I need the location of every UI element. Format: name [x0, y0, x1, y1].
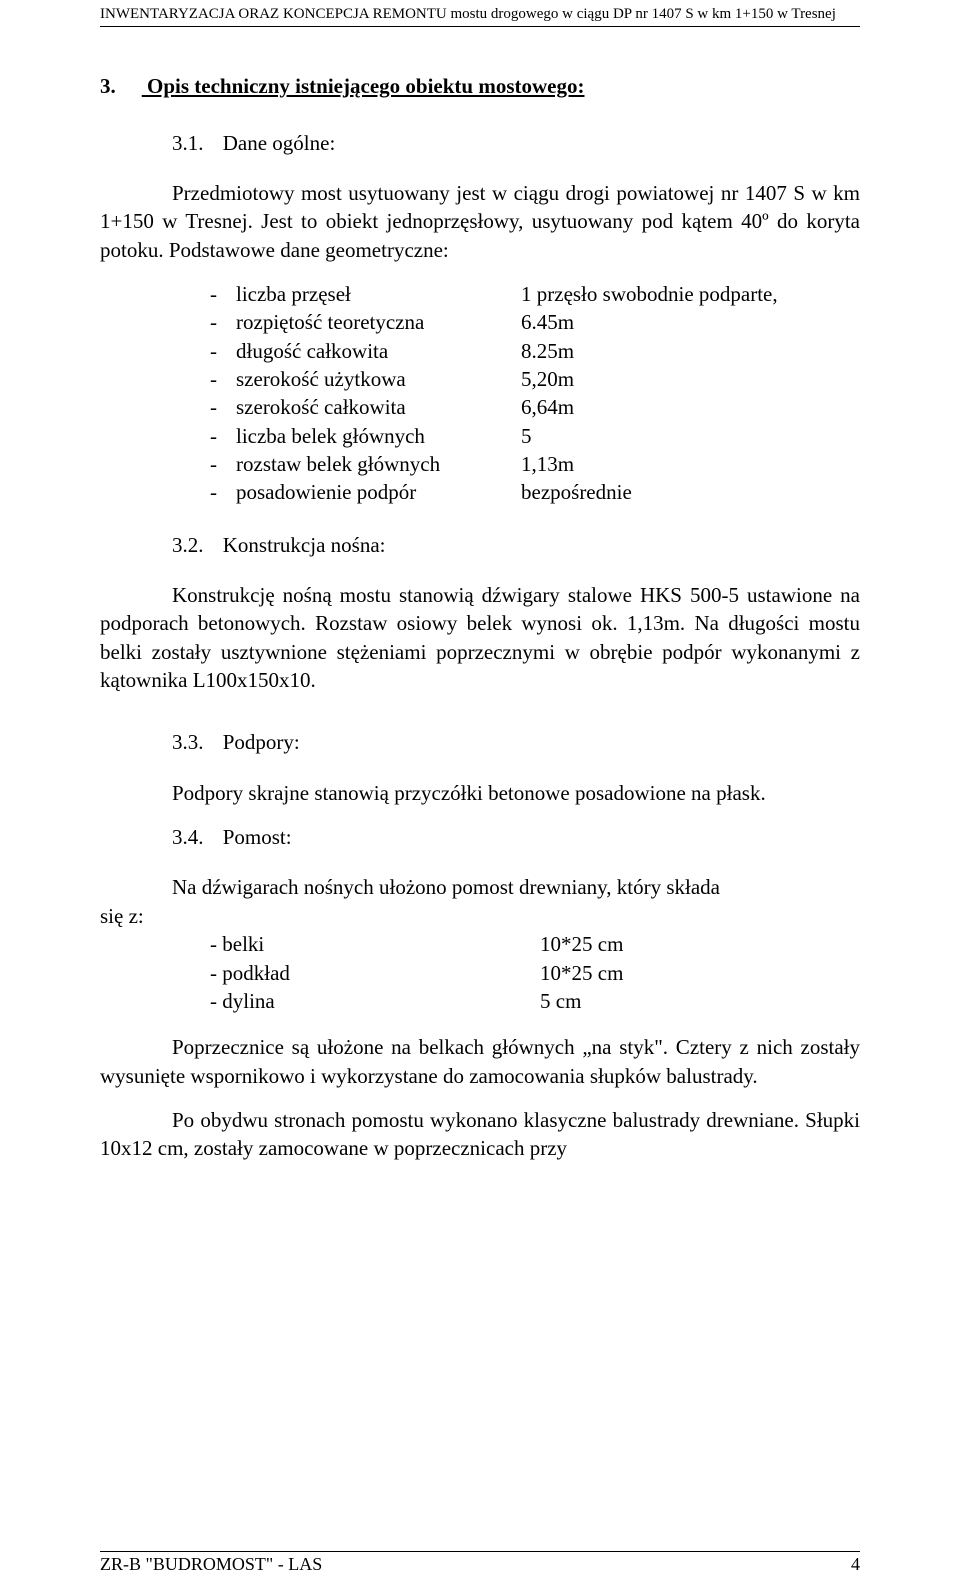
subsection-3-2-title: Konstrukcja nośna: — [223, 533, 386, 557]
geometry-value: bezpośrednie — [521, 478, 632, 506]
geometry-label: liczba przęseł — [236, 280, 521, 308]
list-dash: - — [210, 450, 236, 478]
pomost-label: - belki — [210, 930, 540, 958]
subsection-3-1-paragraph: Przedmiotowy most usytuowany jest w ciąg… — [100, 179, 860, 264]
geometry-label: posadowienie podpór — [236, 478, 521, 506]
subsection-3-4-title: Pomost: — [223, 825, 292, 849]
geometry-item: -długość całkowita8.25m — [210, 337, 860, 365]
subsection-3-3-heading: 3.3. Podpory: — [172, 728, 860, 756]
pomost-value: 5 cm — [540, 987, 581, 1015]
geometry-label: szerokość całkowita — [236, 393, 521, 421]
geometry-label: rozpiętość teoretyczna — [236, 308, 521, 336]
list-dash: - — [210, 422, 236, 450]
pomost-item: - belki10*25 cm — [210, 930, 860, 958]
geometry-label: rozstaw belek głównych — [236, 450, 521, 478]
subsection-3-3-paragraph: Podpory skrajne stanowią przyczółki beto… — [100, 779, 860, 807]
subsection-3-2-number: 3.2. — [172, 531, 204, 559]
subsection-3-4-intro-line2: się z: — [100, 902, 860, 930]
geometry-value: 6.45m — [521, 308, 574, 336]
geometry-item: -posadowienie podpórbezpośrednie — [210, 478, 860, 506]
geometry-item: -szerokość całkowita6,64m — [210, 393, 860, 421]
pomost-item: - podkład10*25 cm — [210, 959, 860, 987]
page-footer: ZR-B "BUDROMOST" - LAS 4 — [100, 1551, 860, 1576]
subsection-3-3-number: 3.3. — [172, 728, 204, 756]
pomost-label: - dylina — [210, 987, 540, 1015]
geometry-item: -rozpiętość teoretyczna6.45m — [210, 308, 860, 336]
subsection-3-1-heading: 3.1. Dane ogólne: — [172, 129, 860, 157]
pomost-item: - dylina5 cm — [210, 987, 860, 1015]
geometry-item: -liczba przęseł1 przęsło swobodnie podpa… — [210, 280, 860, 308]
header-title: INWENTARYZACJA ORAZ KONCEPCJA REMONTU mo… — [100, 6, 836, 22]
geometry-label: liczba belek głównych — [236, 422, 521, 450]
geometry-label: szerokość użytkowa — [236, 365, 521, 393]
subsection-3-4-number: 3.4. — [172, 823, 204, 851]
subsection-3-2-paragraph: Konstrukcję nośną mostu stanowią dźwigar… — [100, 581, 860, 694]
geometry-value: 8.25m — [521, 337, 574, 365]
geometry-item: -szerokość użytkowa5,20m — [210, 365, 860, 393]
geometry-value: 6,64m — [521, 393, 574, 421]
subsection-3-2-heading: 3.2. Konstrukcja nośna: — [172, 531, 860, 559]
geometry-item: -liczba belek głównych5 — [210, 422, 860, 450]
footer-left: ZR-B "BUDROMOST" - LAS — [100, 1552, 322, 1576]
pomost-label: - podkład — [210, 959, 540, 987]
section-3-title: Opis techniczny istniejącego obiektu mos… — [147, 74, 584, 98]
page-header: INWENTARYZACJA ORAZ KONCEPCJA REMONTU mo… — [100, 0, 860, 27]
pomost-value: 10*25 cm — [540, 930, 623, 958]
list-dash: - — [210, 365, 236, 393]
list-dash: - — [210, 337, 236, 365]
subsection-3-1-number: 3.1. — [172, 129, 204, 157]
list-dash: - — [210, 280, 236, 308]
geometry-value: 1 przęsło swobodnie podparte, — [521, 280, 778, 308]
list-dash: - — [210, 478, 236, 506]
geometry-item: -rozstaw belek głównych1,13m — [210, 450, 860, 478]
geometry-list: -liczba przęseł1 przęsło swobodnie podpa… — [210, 280, 860, 507]
list-dash: - — [210, 393, 236, 421]
geometry-value: 1,13m — [521, 450, 574, 478]
subsection-3-4-intro-line1: Na dźwigarach nośnych ułożono pomost dre… — [100, 873, 860, 901]
geometry-value: 5 — [521, 422, 532, 450]
subsection-3-4-paragraph-3: Po obydwu stronach pomostu wykonano klas… — [100, 1106, 860, 1163]
pomost-value: 10*25 cm — [540, 959, 623, 987]
list-dash: - — [210, 308, 236, 336]
section-3-number: 3. — [100, 72, 116, 100]
subsection-3-4-paragraph-2: Poprzecznice są ułożone na belkach główn… — [100, 1033, 860, 1090]
footer-page-number: 4 — [851, 1552, 860, 1576]
subsection-3-1-title: Dane ogólne: — [223, 131, 336, 155]
subsection-3-3-title: Podpory: — [223, 730, 300, 754]
geometry-label: długość całkowita — [236, 337, 521, 365]
pomost-list: - belki10*25 cm- podkład10*25 cm- dylina… — [210, 930, 860, 1015]
geometry-value: 5,20m — [521, 365, 574, 393]
subsection-3-4-heading: 3.4. Pomost: — [172, 823, 860, 851]
section-3-heading: 3. Opis techniczny istniejącego obiektu … — [100, 72, 860, 100]
